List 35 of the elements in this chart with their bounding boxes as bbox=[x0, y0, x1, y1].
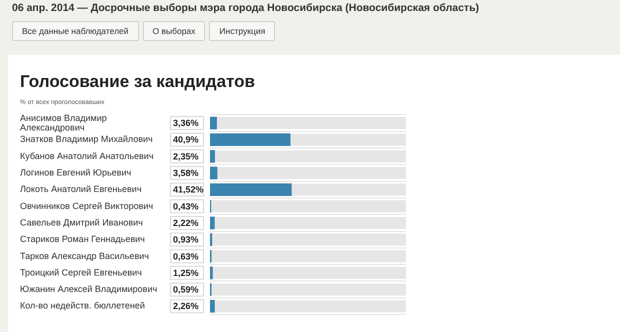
y-tick-label: Южанин Алексей Владимирович bbox=[20, 284, 158, 294]
data-label: 2,22% bbox=[173, 218, 199, 228]
data-label: 3,58% bbox=[173, 168, 199, 178]
y-tick-label: Овчинников Сергей Викторович bbox=[20, 200, 154, 211]
bar bbox=[210, 266, 213, 280]
data-label: 1,25% bbox=[173, 268, 199, 278]
y-tick-label: Анисимов Владимир Александрович bbox=[20, 112, 107, 132]
data-label: 41,52% bbox=[173, 184, 204, 195]
bar bbox=[210, 150, 215, 163]
chart-title: Голосование за кандидатов bbox=[20, 72, 255, 92]
y-tick-label: Троицкий Сергей Евгеньевич bbox=[20, 267, 142, 278]
bar bbox=[210, 216, 215, 230]
data-label: 0,93% bbox=[173, 234, 199, 245]
data-label: 0,59% bbox=[173, 284, 199, 295]
bar bbox=[210, 166, 218, 180]
data-label: 40,9% bbox=[173, 134, 199, 145]
data-label: 0,63% bbox=[173, 251, 199, 262]
data-label: 0,43% bbox=[173, 201, 199, 212]
data-label: 2,26% bbox=[173, 301, 199, 312]
y-tick-label: Кубанов Анатолий Анатольевич bbox=[20, 150, 154, 161]
bar bbox=[210, 116, 217, 130]
y-tick-label: Локоть Анатолий Евгеньевич bbox=[20, 184, 142, 194]
bar bbox=[210, 300, 215, 313]
y-tick-label: Знатков Владимир Михайлович bbox=[20, 134, 154, 144]
y-tick-label: Логинов Евгений Юрьевич bbox=[20, 167, 132, 178]
text: Все данные наблюдателей bbox=[12, 21, 139, 41]
text: Инструкция bbox=[209, 21, 276, 41]
y-tick-label: Тарков Александр Васильевич bbox=[20, 250, 150, 261]
text: О выборах bbox=[142, 21, 206, 41]
data-label: 2,35% bbox=[173, 151, 199, 162]
text: 06 апр. 2014 — Досрочные выборы мэра города Новосибирска (Новосибирская область) bbox=[12, 2, 480, 14]
y-tick-label: Кол-во недейств. бюллетеней bbox=[20, 300, 145, 311]
y-tick-label: Стариков Роман Геннадьевич bbox=[20, 234, 146, 244]
data-label: 3,36% bbox=[173, 118, 199, 128]
y-tick-label: Савельев Дмитрий Иванович bbox=[20, 217, 144, 228]
